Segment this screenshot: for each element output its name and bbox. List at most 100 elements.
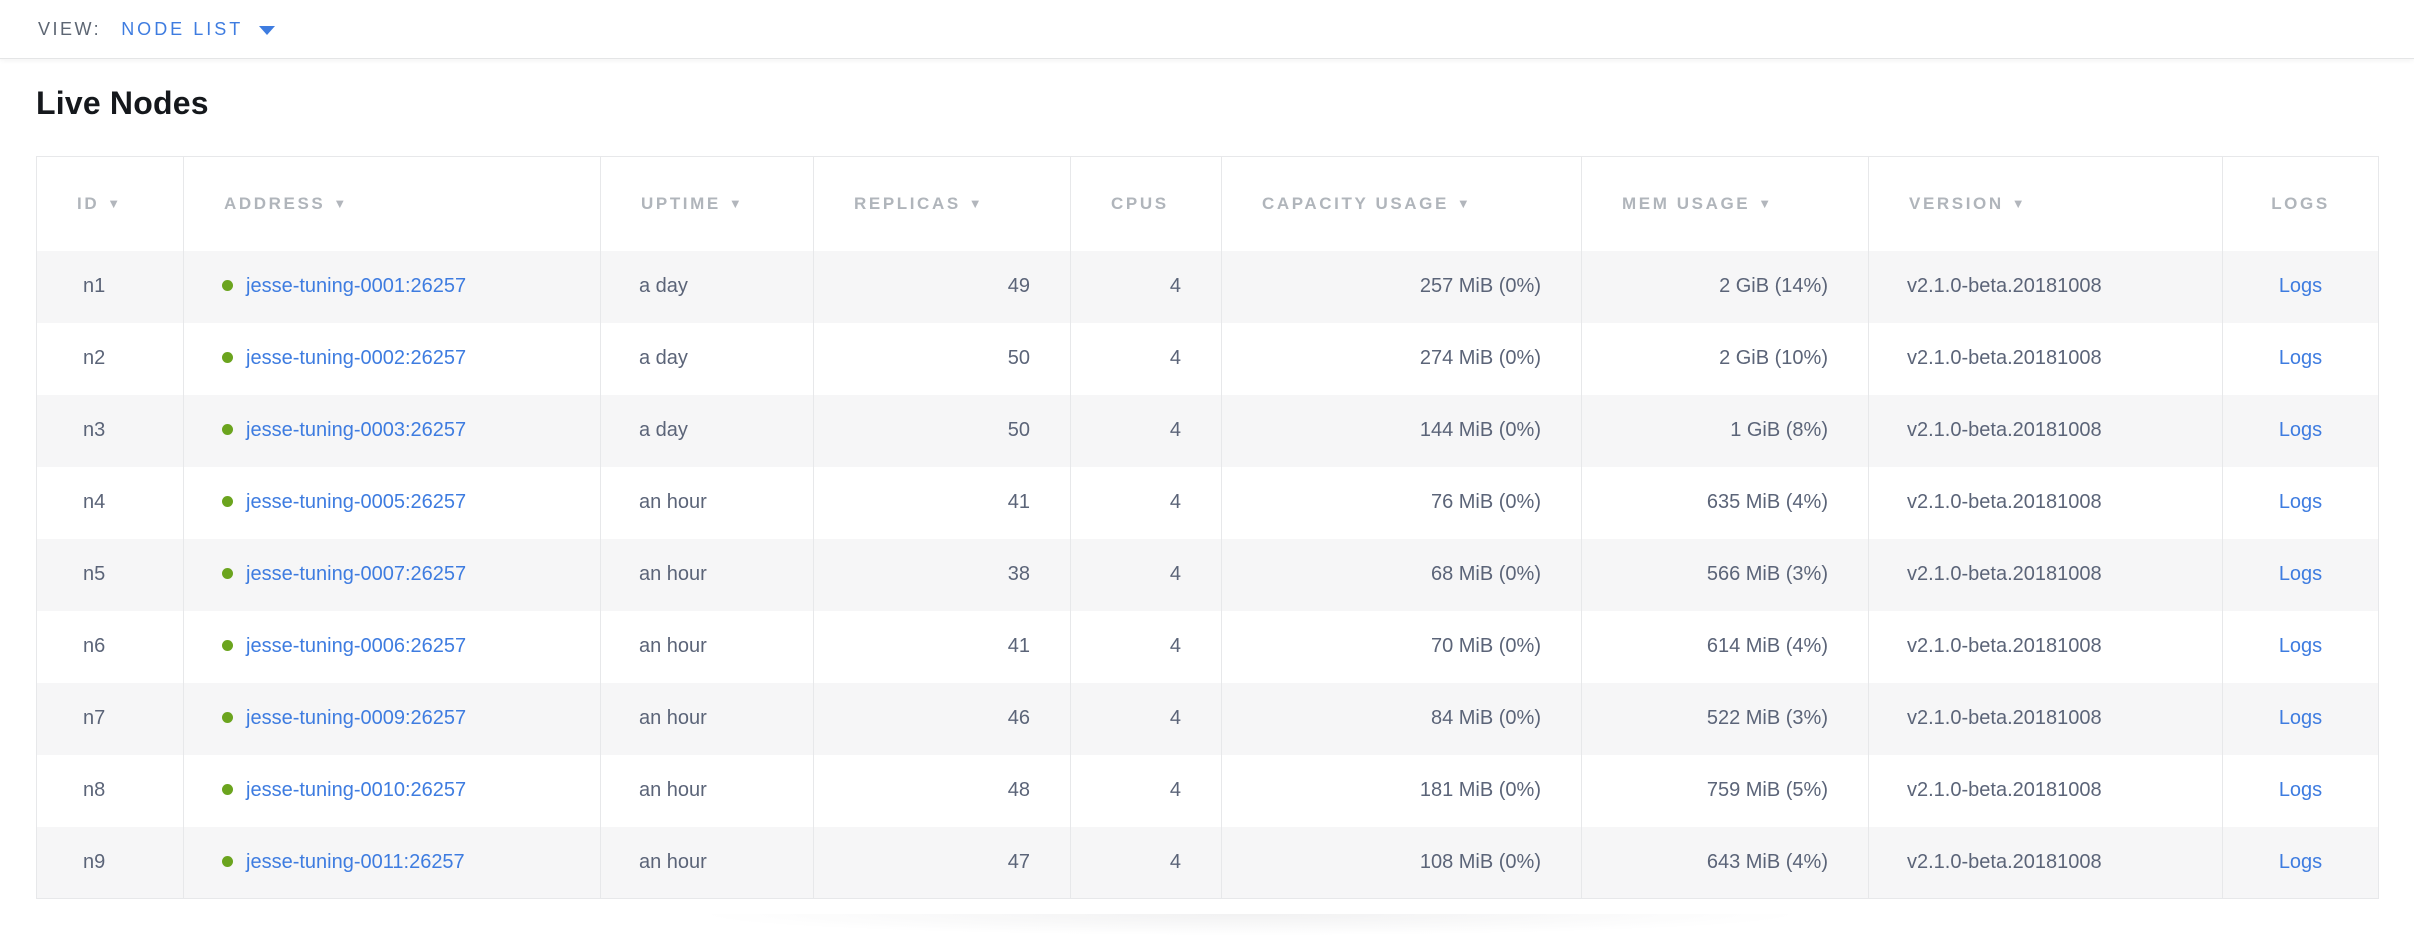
cell-version: v2.1.0-beta.20181008 xyxy=(1868,394,2223,467)
cell-id: n6 xyxy=(36,610,184,683)
column-header-replicas[interactable]: REPLICAS ▼ xyxy=(813,156,1071,251)
column-header-label: UPTIME xyxy=(641,193,721,213)
cell-replicas: 50 xyxy=(813,322,1071,395)
cell-logs: Logs xyxy=(2223,539,2379,611)
table-row: n1 jesse-tuning-0001:26257 a day 49 4 257 MiB… xyxy=(36,250,2379,323)
node-address-link[interactable]: jesse-tuning-0010:26257 xyxy=(246,779,467,801)
cell-capacity: 181 MiB (0%) xyxy=(1221,754,1582,827)
cell-version: v2.1.0-beta.20181008 xyxy=(1868,610,2223,683)
cell-id: n3 xyxy=(36,394,184,467)
cell-version: v2.1.0-beta.20181008 xyxy=(1868,250,2223,323)
table-row: n5 jesse-tuning-0007:26257 an hour 38 4 68 Mi… xyxy=(36,538,2379,611)
cell-capacity: 76 MiB (0%) xyxy=(1221,466,1582,539)
cell-mem: 2 GiB (14%) xyxy=(1581,250,1869,323)
cell-replicas: 49 xyxy=(813,250,1071,323)
cell-logs: Logs xyxy=(2223,323,2379,395)
dropdown-caret-icon xyxy=(259,25,276,35)
column-header-label: ID xyxy=(77,193,100,213)
live-nodes-table: ID ▼ ADDRESS ▼ UPTIME ▼ REPLICAS ▼ CPUS CAPACITY … xyxy=(36,156,2379,899)
node-live-status-icon xyxy=(222,640,233,651)
cell-uptime: a day xyxy=(600,322,814,395)
column-header-capacity[interactable]: CAPACITY USAGE ▼ xyxy=(1221,156,1582,251)
view-dropdown-value: NODE LIST xyxy=(121,18,244,39)
node-address-link[interactable]: jesse-tuning-0005:26257 xyxy=(246,491,467,513)
node-live-status-icon xyxy=(222,424,233,435)
node-address-link[interactable]: jesse-tuning-0001:26257 xyxy=(246,275,467,297)
node-live-status-icon xyxy=(222,855,233,867)
cell-logs: Logs xyxy=(2223,467,2379,539)
page-title: Live Nodes xyxy=(36,85,209,121)
cell-uptime: an hour xyxy=(600,682,814,755)
cell-mem: 643 MiB (4%) xyxy=(1581,826,1869,899)
node-live-status-icon xyxy=(222,496,233,507)
node-address-link[interactable]: jesse-tuning-0007:26257 xyxy=(246,563,467,585)
logs-link[interactable]: Logs xyxy=(2278,563,2323,585)
page-content: Live Nodes ID ▼ ADDRESS ▼ UPTIME ▼ REPLICAS ▼ CP… xyxy=(0,85,2414,899)
table-row: n4 jesse-tuning-0005:26257 an hour 41 4 76 Mi… xyxy=(36,466,2379,539)
cell-address: jesse-tuning-0003:26257 xyxy=(183,394,601,467)
cell-cpus: 4 xyxy=(1070,394,1222,467)
column-header-label: REPLICAS xyxy=(854,193,961,213)
cell-address: jesse-tuning-0001:26257 xyxy=(183,250,601,323)
cell-uptime: an hour xyxy=(600,754,814,827)
cell-id: n9 xyxy=(36,826,184,899)
cell-cpus: 4 xyxy=(1070,538,1222,611)
cell-id: n7 xyxy=(36,682,184,755)
cell-cpus: 4 xyxy=(1070,610,1222,683)
node-address-link[interactable]: jesse-tuning-0003:26257 xyxy=(246,419,467,441)
column-header-label: CPUS xyxy=(1111,193,1169,213)
cell-cpus: 4 xyxy=(1070,826,1222,899)
logs-link[interactable]: Logs xyxy=(2278,635,2323,657)
cell-version: v2.1.0-beta.20181008 xyxy=(1868,322,2223,395)
sort-desc-icon: ▼ xyxy=(107,195,123,211)
node-live-status-icon xyxy=(222,568,233,579)
column-header-label: MEM USAGE xyxy=(1622,193,1751,213)
logs-link[interactable]: Logs xyxy=(2278,347,2323,369)
column-header-mem[interactable]: MEM USAGE ▼ xyxy=(1581,156,1869,251)
column-header-version[interactable]: VERSION ▼ xyxy=(1868,156,2223,251)
table-row: n8 jesse-tuning-0010:26257 an hour 48 4 181 M… xyxy=(36,754,2379,827)
logs-link[interactable]: Logs xyxy=(2278,707,2323,729)
cell-capacity: 68 MiB (0%) xyxy=(1221,538,1582,611)
column-header-id[interactable]: ID ▼ xyxy=(36,156,184,251)
cell-logs: Logs xyxy=(2223,683,2379,755)
node-live-status-icon xyxy=(222,712,233,723)
table-row: n3 jesse-tuning-0003:26257 a day 50 4 144 MiB… xyxy=(36,394,2379,467)
logs-link[interactable]: Logs xyxy=(2278,779,2323,801)
view-label: VIEW: xyxy=(38,18,102,39)
logs-link[interactable]: Logs xyxy=(2278,419,2323,441)
cell-capacity: 257 MiB (0%) xyxy=(1221,250,1582,323)
node-address-link[interactable]: jesse-tuning-0006:26257 xyxy=(246,635,467,657)
cell-address: jesse-tuning-0011:26257 xyxy=(183,826,601,899)
cell-address: jesse-tuning-0002:26257 xyxy=(183,322,601,395)
logs-link[interactable]: Logs xyxy=(2278,275,2323,297)
column-header-label: VERSION xyxy=(1909,193,2004,213)
node-address-link[interactable]: jesse-tuning-0002:26257 xyxy=(246,347,467,369)
cell-logs: Logs xyxy=(2223,395,2379,467)
cell-version: v2.1.0-beta.20181008 xyxy=(1868,466,2223,539)
cell-id: n2 xyxy=(36,322,184,395)
table-row: n9 jesse-tuning-0011:26257 an hour 47 4 108 M… xyxy=(36,826,2379,899)
cell-uptime: an hour xyxy=(600,610,814,683)
cell-mem: 759 MiB (5%) xyxy=(1581,754,1869,827)
view-toolbar: VIEW: NODE LIST xyxy=(0,0,2414,59)
node-address-link[interactable]: jesse-tuning-0009:26257 xyxy=(246,707,467,729)
logs-link[interactable]: Logs xyxy=(2278,491,2323,513)
cell-replicas: 46 xyxy=(813,682,1071,755)
cell-address: jesse-tuning-0006:26257 xyxy=(183,610,601,683)
cell-uptime: an hour xyxy=(600,538,814,611)
cell-capacity: 274 MiB (0%) xyxy=(1221,322,1582,395)
cell-cpus: 4 xyxy=(1070,250,1222,323)
cell-cpus: 4 xyxy=(1070,754,1222,827)
view-dropdown[interactable]: NODE LIST xyxy=(121,18,276,40)
table-row: n2 jesse-tuning-0002:26257 a day 50 4 274 MiB… xyxy=(36,322,2379,395)
cell-version: v2.1.0-beta.20181008 xyxy=(1868,682,2223,755)
cell-address: jesse-tuning-0009:26257 xyxy=(183,682,601,755)
column-header-uptime[interactable]: UPTIME ▼ xyxy=(600,156,814,251)
logs-link[interactable]: Logs xyxy=(2278,850,2323,873)
column-header-cpus: CPUS xyxy=(1070,156,1222,251)
cell-uptime: a day xyxy=(600,394,814,467)
node-address-link[interactable]: jesse-tuning-0011:26257 xyxy=(246,850,465,873)
column-header-address[interactable]: ADDRESS ▼ xyxy=(183,156,601,251)
cell-mem: 614 MiB (4%) xyxy=(1581,610,1869,683)
